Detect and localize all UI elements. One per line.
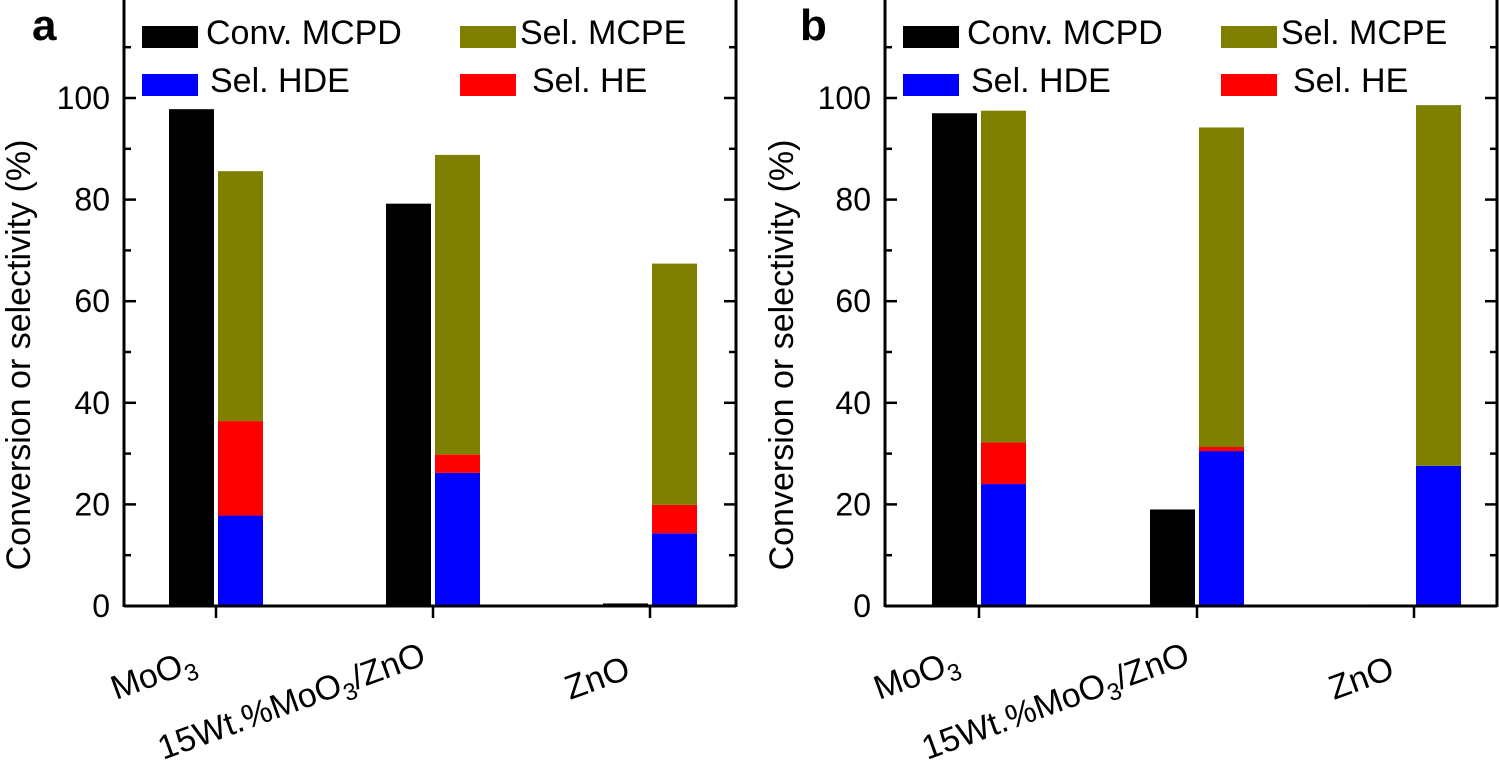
bar-sel-hde	[652, 533, 697, 606]
panel-label: a	[32, 1, 57, 50]
bar-conv-mcpd	[932, 113, 977, 607]
y-tick-label: 80	[74, 182, 110, 218]
y-tick-label: 40	[835, 385, 871, 421]
x-category-label: ZnO	[560, 649, 635, 707]
bar-sel-he	[1199, 446, 1244, 452]
x-category-label: 15Wt.%MoO3/ZnO	[917, 635, 1197, 765]
legend-swatch-conv	[903, 26, 959, 48]
bar-sel-mcpe	[1199, 127, 1244, 447]
bar-sel-he	[435, 454, 480, 473]
legend-label-mcpe: Sel. MCPE	[1281, 14, 1447, 52]
legend-swatch-hde	[142, 74, 198, 96]
legend-swatch-he	[1221, 74, 1277, 96]
bar-sel-he	[652, 504, 697, 534]
bar-conv-mcpd	[386, 203, 431, 606]
bar-sel-mcpe	[981, 110, 1026, 443]
bar-conv-mcpd	[169, 109, 214, 607]
legend-label-mcpe: Sel. MCPE	[520, 14, 686, 52]
y-tick-label: 100	[57, 80, 110, 116]
y-tick-label: 60	[74, 283, 110, 319]
bar-sel-mcpe	[435, 154, 480, 455]
y-axis-label: Conversion or selectivity (%)	[763, 140, 801, 571]
x-category-label: MoO3	[106, 642, 203, 713]
y-tick-label: 0	[853, 588, 871, 624]
y-tick-label: 80	[835, 182, 871, 218]
bar-sel-he	[218, 421, 263, 516]
x-category-label: MoO3	[869, 642, 966, 713]
y-tick-label: 20	[74, 486, 110, 522]
bar-sel-mcpe	[652, 263, 697, 505]
bar-sel-hde	[1199, 451, 1244, 606]
legend-swatch-mcpe	[460, 26, 516, 48]
bar-sel-hde	[1416, 465, 1461, 606]
legend-label-hde: Sel. HDE	[971, 62, 1111, 100]
bar-sel-hde	[435, 472, 480, 606]
legend-swatch-conv	[142, 26, 198, 48]
x-category-label: ZnO	[1324, 649, 1399, 707]
legend-label-conv: Conv. MCPD	[206, 14, 402, 52]
legend-label-conv: Conv. MCPD	[967, 14, 1163, 52]
legend-label-he: Sel. HE	[1293, 62, 1408, 100]
y-tick-label: 20	[835, 486, 871, 522]
bar-sel-hde	[981, 484, 1026, 606]
legend-swatch-he	[460, 74, 516, 96]
y-tick-label: 40	[74, 385, 110, 421]
panel-label: b	[800, 1, 827, 50]
legend-label-hde: Sel. HDE	[210, 62, 350, 100]
bar-sel-he	[981, 442, 1026, 485]
legend-swatch-mcpe	[1221, 26, 1277, 48]
bar-sel-hde	[218, 515, 263, 606]
bar-conv-mcpd	[1150, 509, 1195, 606]
legend-label-he: Sel. HE	[532, 62, 647, 100]
bar-sel-mcpe	[1416, 105, 1461, 466]
y-tick-label: 60	[835, 283, 871, 319]
legend-swatch-hde	[903, 74, 959, 96]
x-category-label: 15Wt.%MoO3/ZnO	[153, 635, 433, 765]
y-tick-label: 0	[92, 588, 110, 624]
y-axis-label: Conversion or selectivity (%)	[0, 140, 38, 571]
y-tick-label: 100	[818, 80, 871, 116]
bar-sel-mcpe	[218, 171, 263, 422]
